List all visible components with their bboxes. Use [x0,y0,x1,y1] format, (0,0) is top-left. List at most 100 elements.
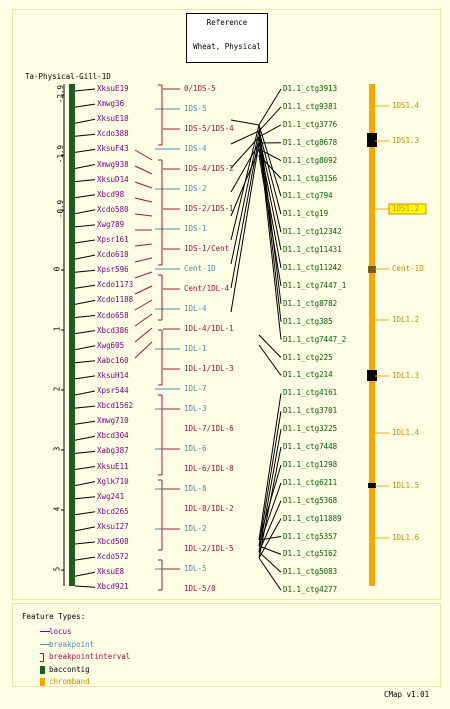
breakpoint-label[interactable]: 1DL-5 [184,564,207,573]
chromband-label[interactable]: 1DL1.6 [392,533,420,542]
locus-label[interactable]: Xbcd98 [97,189,125,199]
chromband-label[interactable]: 1DS1.4 [392,101,420,110]
locus-label[interactable]: Xpsr544 [97,386,129,395]
locus-label[interactable]: XksuF43 [97,144,129,154]
breakpoint-label[interactable]: Cent-1D [184,264,216,273]
chromband-label[interactable]: 1DS1.3 [392,136,420,145]
breakpoint-label[interactable]: 1DL-7 [184,384,207,393]
locus-label[interactable]: Xwg789 [97,219,125,229]
breakpoint-interval-label[interactable]: 1DL-7/1DL-6 [184,424,234,433]
contig-label[interactable]: D1.1_ctg3913 [283,84,338,93]
locus-label[interactable]: XksuD14 [97,174,129,184]
breakpoint-interval-label[interactable]: 1DS-1/Cent [184,244,230,253]
contig-label[interactable]: D1.1_ctg5368 [283,495,338,505]
contig-label[interactable]: D1.1_ctg3701 [283,406,338,416]
locus-label[interactable]: XksuE19 [97,84,129,93]
locus-label[interactable]: Xabc160 [97,355,129,365]
contig-label[interactable]: D1.1_ctg9381 [283,101,338,111]
locus-label[interactable]: Xmwg938 [97,159,129,169]
contig-label[interactable]: D1.1_ctg214 [283,370,333,380]
chromband-label[interactable]: 1DS1.2 [392,204,420,213]
contig-label[interactable]: D1.1_ctg3156 [283,173,338,183]
locus-label[interactable]: Xcdo618 [97,250,129,260]
contig-label[interactable]: D1.1_ctg8678 [283,137,338,147]
breakpoint-interval-label[interactable]: 1DS-2/1DS-1 [184,204,234,213]
locus-label[interactable]: Xbcd1562 [97,401,134,411]
locus-label[interactable]: Xcdo1188 [97,295,134,305]
locus-label[interactable]: Xcdo572 [97,552,129,562]
contig-label[interactable]: D1.1_ctg8092 [283,155,338,165]
locus-label[interactable]: Xcdo580 [97,204,129,214]
contig-label[interactable]: D1.1_ctg6211 [283,477,338,487]
locus-label[interactable]: Xglk710 [97,476,129,486]
chromband-label[interactable]: 1DL1.4 [392,428,420,437]
breakpoint-label[interactable]: 1DL-4 [184,304,207,313]
breakpoint-interval-label[interactable]: 1DL-5/0 [184,584,216,593]
contig-label[interactable]: D1.1_ctg12342 [283,227,342,237]
chromosome-contig-bar[interactable] [69,84,75,586]
chromband-label[interactable]: Cent-1D [392,264,424,273]
contig-label[interactable]: D1.1_ctg5083 [283,567,338,577]
breakpoint-interval-label[interactable]: 1DL-8/1DL-2 [184,504,234,513]
contig-label[interactable]: D1.1_ctg225 [283,352,333,362]
contig-label[interactable]: D1.1_ctg5162 [283,549,338,559]
contig-label[interactable]: D1.1_ctg4161 [283,388,338,398]
contig-label[interactable]: D1.1_ctg7447_2 [283,334,347,344]
locus-label[interactable]: Xpsr161 [97,235,129,244]
locus-label[interactable]: Xcdo1173 [97,280,134,290]
contig-label[interactable]: D1.1_ctg4277 [283,585,338,595]
contig-label[interactable]: D1.1_ctg5357 [283,531,338,541]
chromband-label[interactable]: 1DL1.2 [392,315,420,324]
contig-label[interactable]: D1.1_ctg11242 [283,263,342,272]
locus-label[interactable]: Xbcd386 [97,325,129,335]
locus-label[interactable]: Xwg241 [97,491,125,501]
breakpoint-label[interactable]: 1DL-8 [184,484,207,493]
breakpoint-interval-label[interactable]: 1DS-5/1DS-4 [184,124,234,133]
breakpoint-interval-label[interactable]: Cent/1DL-4 [184,284,230,293]
locus-label[interactable]: Xcdo658 [97,310,129,320]
breakpoint-interval-label[interactable]: 1DL-2/1DL-5 [184,544,234,553]
locus-label[interactable]: Xpsr596 [97,265,129,275]
breakpoint-label[interactable]: 1DL-3 [184,404,207,413]
locus-label[interactable]: Xbcd921 [97,582,129,592]
locus-label[interactable]: XksuE8 [97,567,125,577]
locus-label[interactable]: Xbcd508 [97,537,129,546]
locus-label[interactable]: XksuH14 [97,370,129,380]
contig-label[interactable]: D1.1_ctg385 [283,316,333,326]
locus-label[interactable]: XksuI27 [97,521,129,531]
contig-label[interactable]: D1.1_ctg11431 [283,245,342,255]
breakpoint-label[interactable]: 1DS-4 [184,144,207,153]
locus-label[interactable]: Xabg387 [97,446,129,456]
contig-label[interactable]: D1.1_ctg3225 [283,424,338,434]
locus-label[interactable]: Xmwg36 [97,99,125,109]
breakpoint-label[interactable]: 1DL-6 [184,444,207,453]
breakpoint-label[interactable]: 1DS-5 [184,104,207,113]
locus-label[interactable]: Xmwg710 [97,416,129,426]
map-title[interactable]: Ta-Physical-Gill-1D [25,72,111,81]
chromband-label[interactable]: 1DL1.3 [392,371,420,380]
contig-label[interactable]: D1.1_ctg11889 [283,513,342,523]
breakpoint-interval-label[interactable]: 0/1DS-5 [184,84,216,93]
breakpoint-interval-label[interactable]: 1DL-6/1DL-8 [184,464,234,473]
breakpoint-label[interactable]: 1DL-1 [184,344,207,353]
breakpoint-interval-label[interactable]: 1DL-1/1DL-3 [184,364,234,373]
contig-label[interactable]: D1.1_ctg19 [283,209,329,219]
contig-label[interactable]: D1.1_ctg1298 [283,459,338,469]
locus-label[interactable]: XksuE18 [97,114,129,124]
breakpoint-label[interactable]: 1DS-1 [184,224,207,233]
contig-label[interactable]: D1.1_ctg7447_1 [283,280,347,290]
breakpoint-label[interactable]: 1DL-2 [184,524,207,533]
contig-label[interactable]: D1.1_ctg3776 [283,119,338,129]
locus-label[interactable]: Xbcd265 [97,506,129,516]
contig-label[interactable]: D1.1_ctg8782 [283,298,338,308]
locus-label[interactable]: Xbcd304 [97,431,129,441]
chromband-label[interactable]: 1DL1.5 [392,481,420,490]
contig-label[interactable]: D1.1_ctg7448 [283,442,338,451]
reference-box[interactable]: Reference Wheat, Physical [186,13,268,63]
locus-label[interactable]: Xwg605 [97,340,125,350]
breakpoint-interval-label[interactable]: 1DS-4/1DS-2 [184,164,234,173]
breakpoint-interval-label[interactable]: 1DL-4/1DL-1 [184,324,234,333]
locus-label[interactable]: Xcdo388 [97,129,129,139]
locus-label[interactable]: XksuE11 [97,461,129,471]
contig-label[interactable]: D1.1_ctg794 [283,191,333,201]
